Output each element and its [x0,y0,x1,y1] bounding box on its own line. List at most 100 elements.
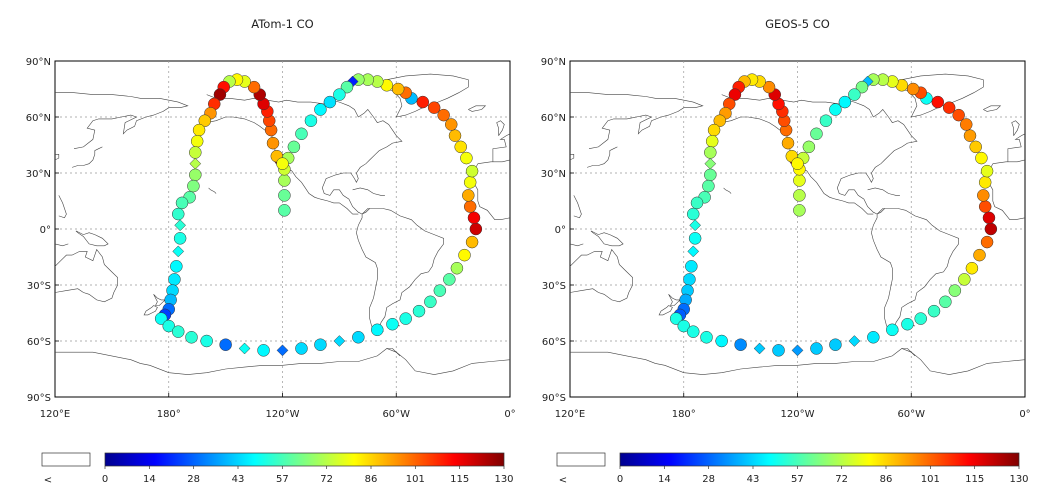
track-marker [969,140,982,154]
coastline [590,230,624,247]
map-title: ATom-1 CO [251,17,314,31]
lat-label: 30°S [27,281,51,292]
track-marker [278,204,291,217]
track-marker [192,123,206,137]
coastline [587,146,618,168]
coastlines [570,73,1025,375]
track-marker [391,82,405,96]
track-marker [427,101,441,114]
track-marker [793,174,806,187]
lon-label: 120°W [781,409,815,420]
coastline [1011,120,1020,136]
track-marker [295,342,308,355]
track-marker [829,338,842,351]
lat-label: 0° [40,225,51,236]
track-marker [171,325,185,338]
colorbar-tick-label: 14 [658,474,671,485]
track-marker [762,80,776,94]
lon-label: 180° [157,409,181,420]
lon-label: 60°W [382,409,410,420]
colorbar-tick-label: 57 [276,474,289,485]
track-marker [978,176,992,189]
track-marker [238,342,251,355]
track-marker [448,129,462,142]
colorbar-gradient [619,452,1020,467]
track-marker [781,136,795,150]
track-marker [963,129,977,142]
coastline [570,248,633,303]
flight-track [154,73,483,357]
colorbar-tick-label: 130 [1009,474,1028,485]
track-marker [700,331,713,344]
track-marker [791,157,804,170]
atom-panel: ATom-1 CO 90°N 60°N 30°N 0° 30°S 60°S 90°S 120°E… [26,17,516,486]
coastline [570,254,588,267]
track-marker [463,200,477,213]
lat-label: 90°N [541,57,566,68]
track-marker [980,235,994,249]
track-marker [386,317,399,331]
colorbar-tick-label: 115 [450,474,469,485]
track-marker [810,342,823,355]
track-marker [753,342,766,355]
track-marker [465,164,479,178]
track-marker [454,140,467,154]
track-marker [162,319,175,333]
track-marker [185,331,198,344]
coastline [570,243,584,247]
track-marker [704,146,717,159]
track-marker [444,118,458,131]
track-marker [278,174,291,187]
coastline [721,94,918,215]
track-marker [948,284,962,297]
coastline [75,230,109,247]
track-marker [175,196,189,210]
track-marker [433,284,447,297]
track-marker [333,335,346,347]
coastline [1007,133,1025,162]
track-marker [174,219,186,232]
track-marker [984,222,998,236]
track-marker [952,108,965,122]
coastline [570,154,575,161]
colorbar-tick-label: 86 [365,474,378,485]
track-marker [154,312,168,325]
track-marker [690,196,704,210]
track-marker [683,273,696,286]
track-marker [198,114,212,127]
coastline [58,195,67,219]
track-marker [687,245,700,258]
coastline [55,248,118,303]
track-marker [314,103,327,116]
track-marker [901,317,914,331]
lon-label: 180° [672,409,696,420]
track-marker [170,260,183,273]
track-marker [465,235,479,249]
coastline [492,133,510,162]
lon-label: 60°W [897,409,925,420]
colorbar-tick-label: 72 [320,474,333,485]
track-marker [463,176,477,189]
track-marker [707,123,721,137]
coastline [668,294,681,306]
colorbar-tick-label: 28 [187,474,200,485]
coastline [867,187,900,196]
coastline [143,305,158,316]
track-marker [295,127,308,141]
colorbar-tick-label: 14 [143,474,156,485]
track-marker [469,222,483,236]
coastline [477,159,510,164]
coastline [496,120,505,136]
track-marker [416,95,430,109]
track-marker [257,344,270,357]
track-marker [914,312,927,325]
colorbar-under-label: < [44,475,52,486]
colorbar: <0 14 28 43 57 72 86 101 115 130 [556,452,1029,486]
track-marker [187,179,200,193]
track-marker [975,151,988,165]
lat-label: 30°N [541,169,566,180]
gridlines [570,61,1025,397]
coastline [570,348,1025,375]
colorbar-tick-label: 101 [406,474,425,485]
lat-label: 60°S [27,337,51,348]
